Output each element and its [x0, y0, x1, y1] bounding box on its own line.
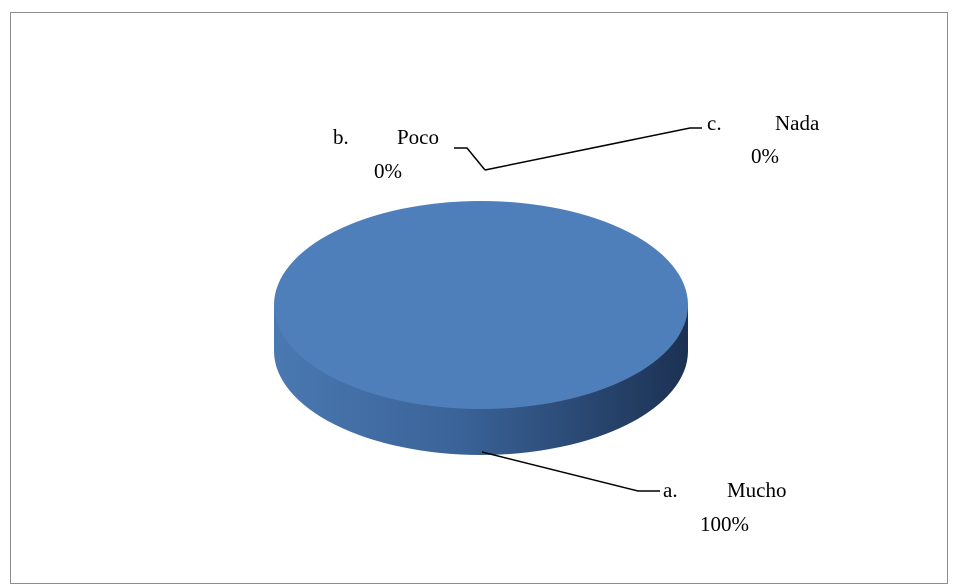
- data-label-mucho-percent: 100%: [700, 512, 749, 536]
- leader-line-mucho: [481, 451, 660, 492]
- data-label-poco-percent: 0%: [374, 159, 402, 183]
- data-label-nada-letter: c.: [707, 111, 722, 135]
- data-label-nada-percent: 0%: [751, 144, 779, 168]
- data-label-nada-name: Nada: [775, 111, 820, 135]
- data-label-mucho-letter: a.: [663, 478, 678, 502]
- leader-line-nada: [484, 127, 702, 171]
- leader-line-poco: [454, 147, 486, 171]
- data-label-poco-name: Poco: [397, 125, 439, 149]
- data-label-mucho-name: Mucho: [727, 478, 787, 502]
- pie-slice-mucho: [274, 201, 688, 409]
- pie-slice-side-mucho: [274, 301, 688, 455]
- data-label-poco-letter: b.: [333, 125, 349, 149]
